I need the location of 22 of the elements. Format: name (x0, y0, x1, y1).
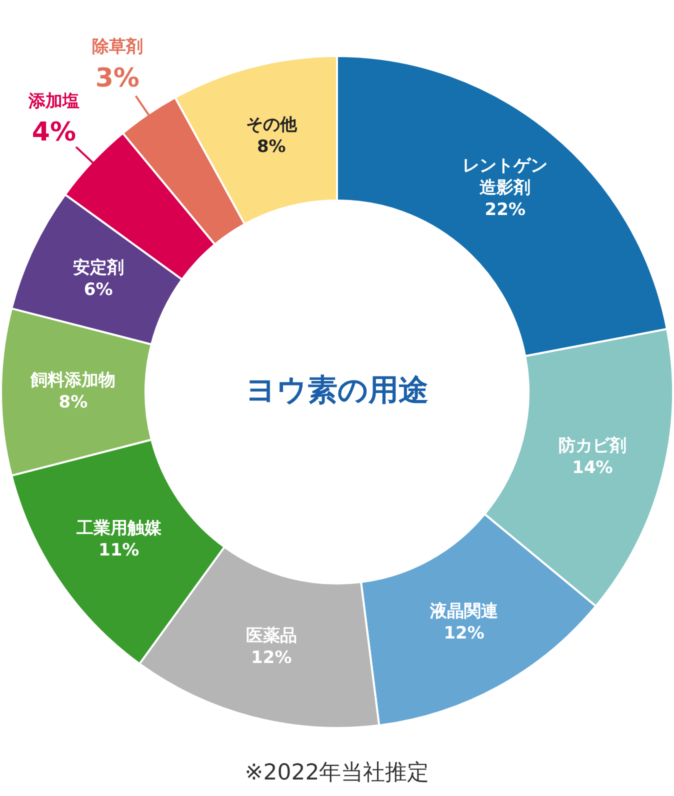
data-label: 6% (84, 280, 113, 300)
slice-label: 防カビ剤 (558, 436, 626, 456)
data-label: 14% (572, 458, 613, 478)
data-label: 4% (32, 118, 76, 148)
data-label: 12% (251, 648, 292, 668)
slice-label: 飼料添加物 (30, 370, 116, 390)
slice-label: 除草剤 (92, 37, 143, 58)
text: ※2022年当社推定 (244, 760, 430, 786)
data-label: 12% (444, 624, 484, 644)
slice-label: レントゲン造影剤 (462, 156, 548, 198)
data-label: 8% (58, 392, 88, 412)
slice-label: 医薬品 (246, 626, 297, 646)
slice-label: 安定剤 (72, 258, 124, 278)
data-label: 11% (98, 540, 140, 561)
slice-label: 添加塩 (27, 91, 80, 112)
slice-label: その他 (246, 114, 298, 135)
data-label: 22% (484, 200, 526, 220)
data-label: 3% (95, 63, 140, 94)
data-label: 8% (256, 136, 286, 157)
slice-label: 工業用触媒 (75, 518, 162, 539)
slice-label: 液晶関連 (429, 602, 498, 622)
text: ヨウ素の用途 (246, 372, 428, 408)
